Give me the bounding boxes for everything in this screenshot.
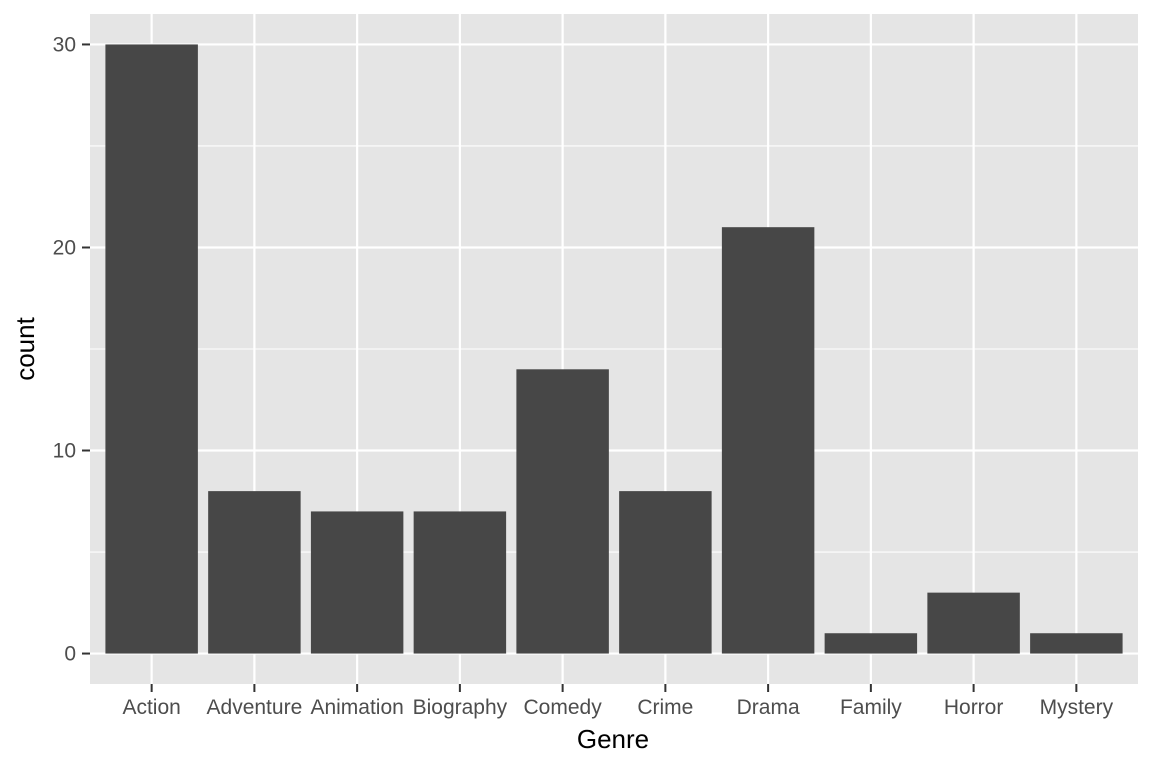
bar-drama bbox=[721, 227, 815, 654]
y-tick-label: 20 bbox=[53, 236, 76, 259]
bar-family bbox=[824, 633, 918, 654]
bar-comedy bbox=[516, 369, 609, 654]
y-axis-title: count bbox=[10, 316, 40, 380]
x-axis-title: Genre bbox=[577, 724, 649, 754]
x-tick-label: Action bbox=[122, 696, 180, 719]
x-tick-label: Crime bbox=[637, 696, 693, 719]
bar-mystery bbox=[1030, 633, 1123, 654]
bars bbox=[105, 44, 1123, 654]
x-tick-label: Drama bbox=[737, 696, 800, 719]
x-tick-label: Comedy bbox=[524, 696, 603, 719]
y-axis: 0 10 20 30 bbox=[53, 33, 90, 666]
y-tick-label: 30 bbox=[53, 33, 76, 56]
x-axis: Action Adventure Animation Biography Comedy C… bbox=[122, 684, 1114, 719]
bar-action bbox=[105, 44, 198, 654]
x-tick-label: Horror bbox=[944, 696, 1004, 719]
x-tick-label: Animation bbox=[310, 696, 403, 719]
x-tick-label: Mystery bbox=[1040, 696, 1114, 719]
bar-adventure bbox=[208, 491, 301, 654]
bar-horror bbox=[927, 592, 1020, 654]
bar-crime bbox=[619, 491, 712, 654]
bar-animation bbox=[310, 511, 404, 654]
x-tick-label: Adventure bbox=[207, 696, 303, 719]
y-tick-label: 10 bbox=[53, 440, 76, 463]
x-tick-label: Biography bbox=[413, 696, 508, 719]
y-tick-label: 0 bbox=[64, 643, 76, 666]
bar-biography bbox=[413, 511, 507, 654]
x-tick-label: Family bbox=[840, 696, 902, 719]
